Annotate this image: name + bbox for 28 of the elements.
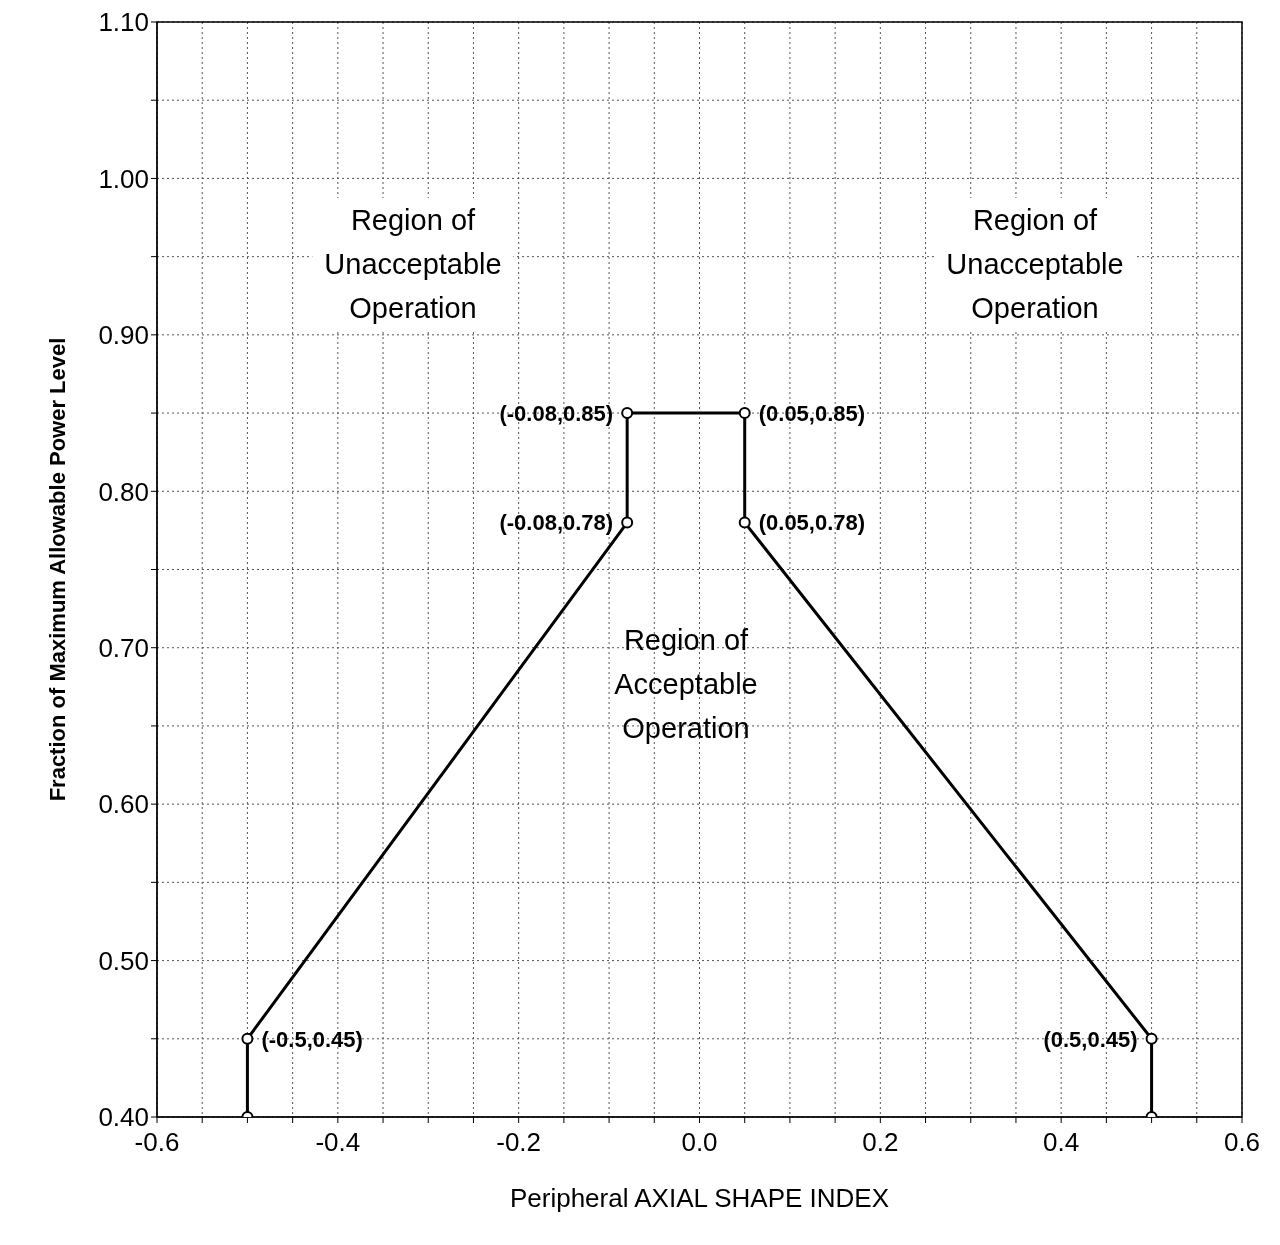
point — [738, 516, 751, 529]
annotation: Region of Unacceptable Operation — [312, 198, 514, 330]
x-tick-label: 0.0 — [681, 1127, 718, 1158]
y-tick-label: 0.50 — [98, 945, 149, 976]
y-tick-label: 1.10 — [98, 7, 149, 38]
point — [621, 516, 634, 529]
annotation: (0.05,0.78) — [758, 510, 866, 536]
point — [621, 407, 634, 420]
annotation: (0.5,0.45) — [1043, 1026, 1138, 1052]
annotation: Region of Unacceptable Operation — [934, 198, 1136, 330]
annotation: Region of Acceptable Operation — [613, 623, 759, 746]
annotation: (-0.5,0.45) — [261, 1026, 363, 1052]
x-tick-label: -0.2 — [496, 1127, 542, 1158]
y-tick-label: 1.00 — [98, 163, 149, 194]
y-tick-label: 0.70 — [98, 632, 149, 663]
y-tick-label: 0.90 — [98, 320, 149, 351]
annotation: (-0.08,0.78) — [499, 510, 614, 536]
annotation: (-0.08,0.85) — [499, 400, 614, 426]
x-tick-label: 0.2 — [862, 1127, 899, 1158]
x-tick-label: 0.6 — [1223, 1127, 1261, 1158]
x-tick-label: 0.4 — [1043, 1127, 1080, 1158]
x-axis-title: Peripheral AXIAL SHAPE INDEX — [509, 1183, 890, 1213]
y-tick-label: 0.80 — [98, 476, 149, 507]
x-tick-label: -0.4 — [315, 1127, 361, 1158]
y-axis-title: Fraction of Maximum Allowable Power Level — [44, 337, 70, 802]
point — [738, 407, 751, 420]
annotation: (0.05,0.85) — [758, 400, 866, 426]
y-tick-label: 0.60 — [98, 789, 149, 820]
